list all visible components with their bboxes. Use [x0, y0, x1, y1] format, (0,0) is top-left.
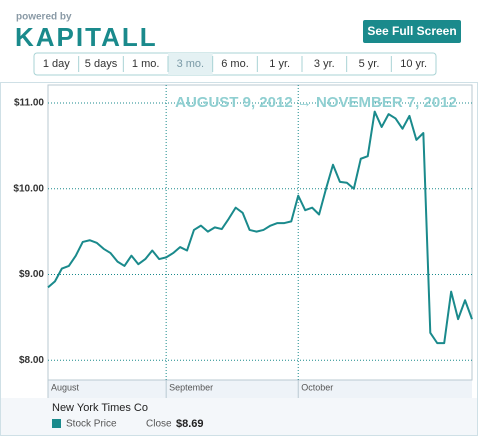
- legend-area: [1, 398, 477, 435]
- powered-by: powered by: [16, 12, 72, 23]
- range-tab-selected[interactable]: [168, 53, 213, 75]
- annotation: AUGUST 9, 2012 → NOVEMBER 7, 2012: [175, 94, 457, 111]
- price-line: [47, 110, 473, 345]
- y-tick-label: $9.00: [19, 269, 44, 280]
- range-tab[interactable]: 3 mo.: [177, 58, 205, 70]
- range-tab[interactable]: 1 mo.: [132, 58, 160, 70]
- x-tick-label: October: [301, 382, 333, 392]
- x-band: [48, 380, 472, 398]
- x-tick-label: August: [51, 382, 80, 392]
- full-screen-label[interactable]: See Full Screen: [367, 24, 456, 38]
- range-tab[interactable]: 5 yr.: [359, 58, 380, 70]
- close-value: $8.69: [176, 418, 204, 430]
- legend-swatch: [52, 419, 61, 428]
- range-tab[interactable]: 3 yr.: [314, 58, 335, 70]
- close-label: Close: [146, 419, 172, 430]
- brand-logo: KAPITALL: [15, 22, 158, 52]
- full-screen-button[interactable]: [363, 20, 461, 43]
- y-tick-label: $10.00: [13, 183, 44, 194]
- range-tab[interactable]: 1 day: [43, 58, 70, 70]
- y-tick-label: $8.00: [19, 355, 44, 366]
- x-tick-label: September: [169, 382, 213, 392]
- legend-label: Stock Price: [66, 419, 117, 430]
- range-tab[interactable]: 1 yr.: [269, 58, 290, 70]
- range-tab[interactable]: 10 yr.: [400, 58, 427, 70]
- y-tick-label: $11.00: [14, 98, 44, 109]
- range-tab[interactable]: 6 mo.: [221, 58, 249, 70]
- plot-border: [47, 84, 473, 381]
- range-tab[interactable]: 5 days: [85, 58, 118, 70]
- range-bar: [33, 52, 437, 76]
- legend-title: New York Times Co: [52, 402, 148, 414]
